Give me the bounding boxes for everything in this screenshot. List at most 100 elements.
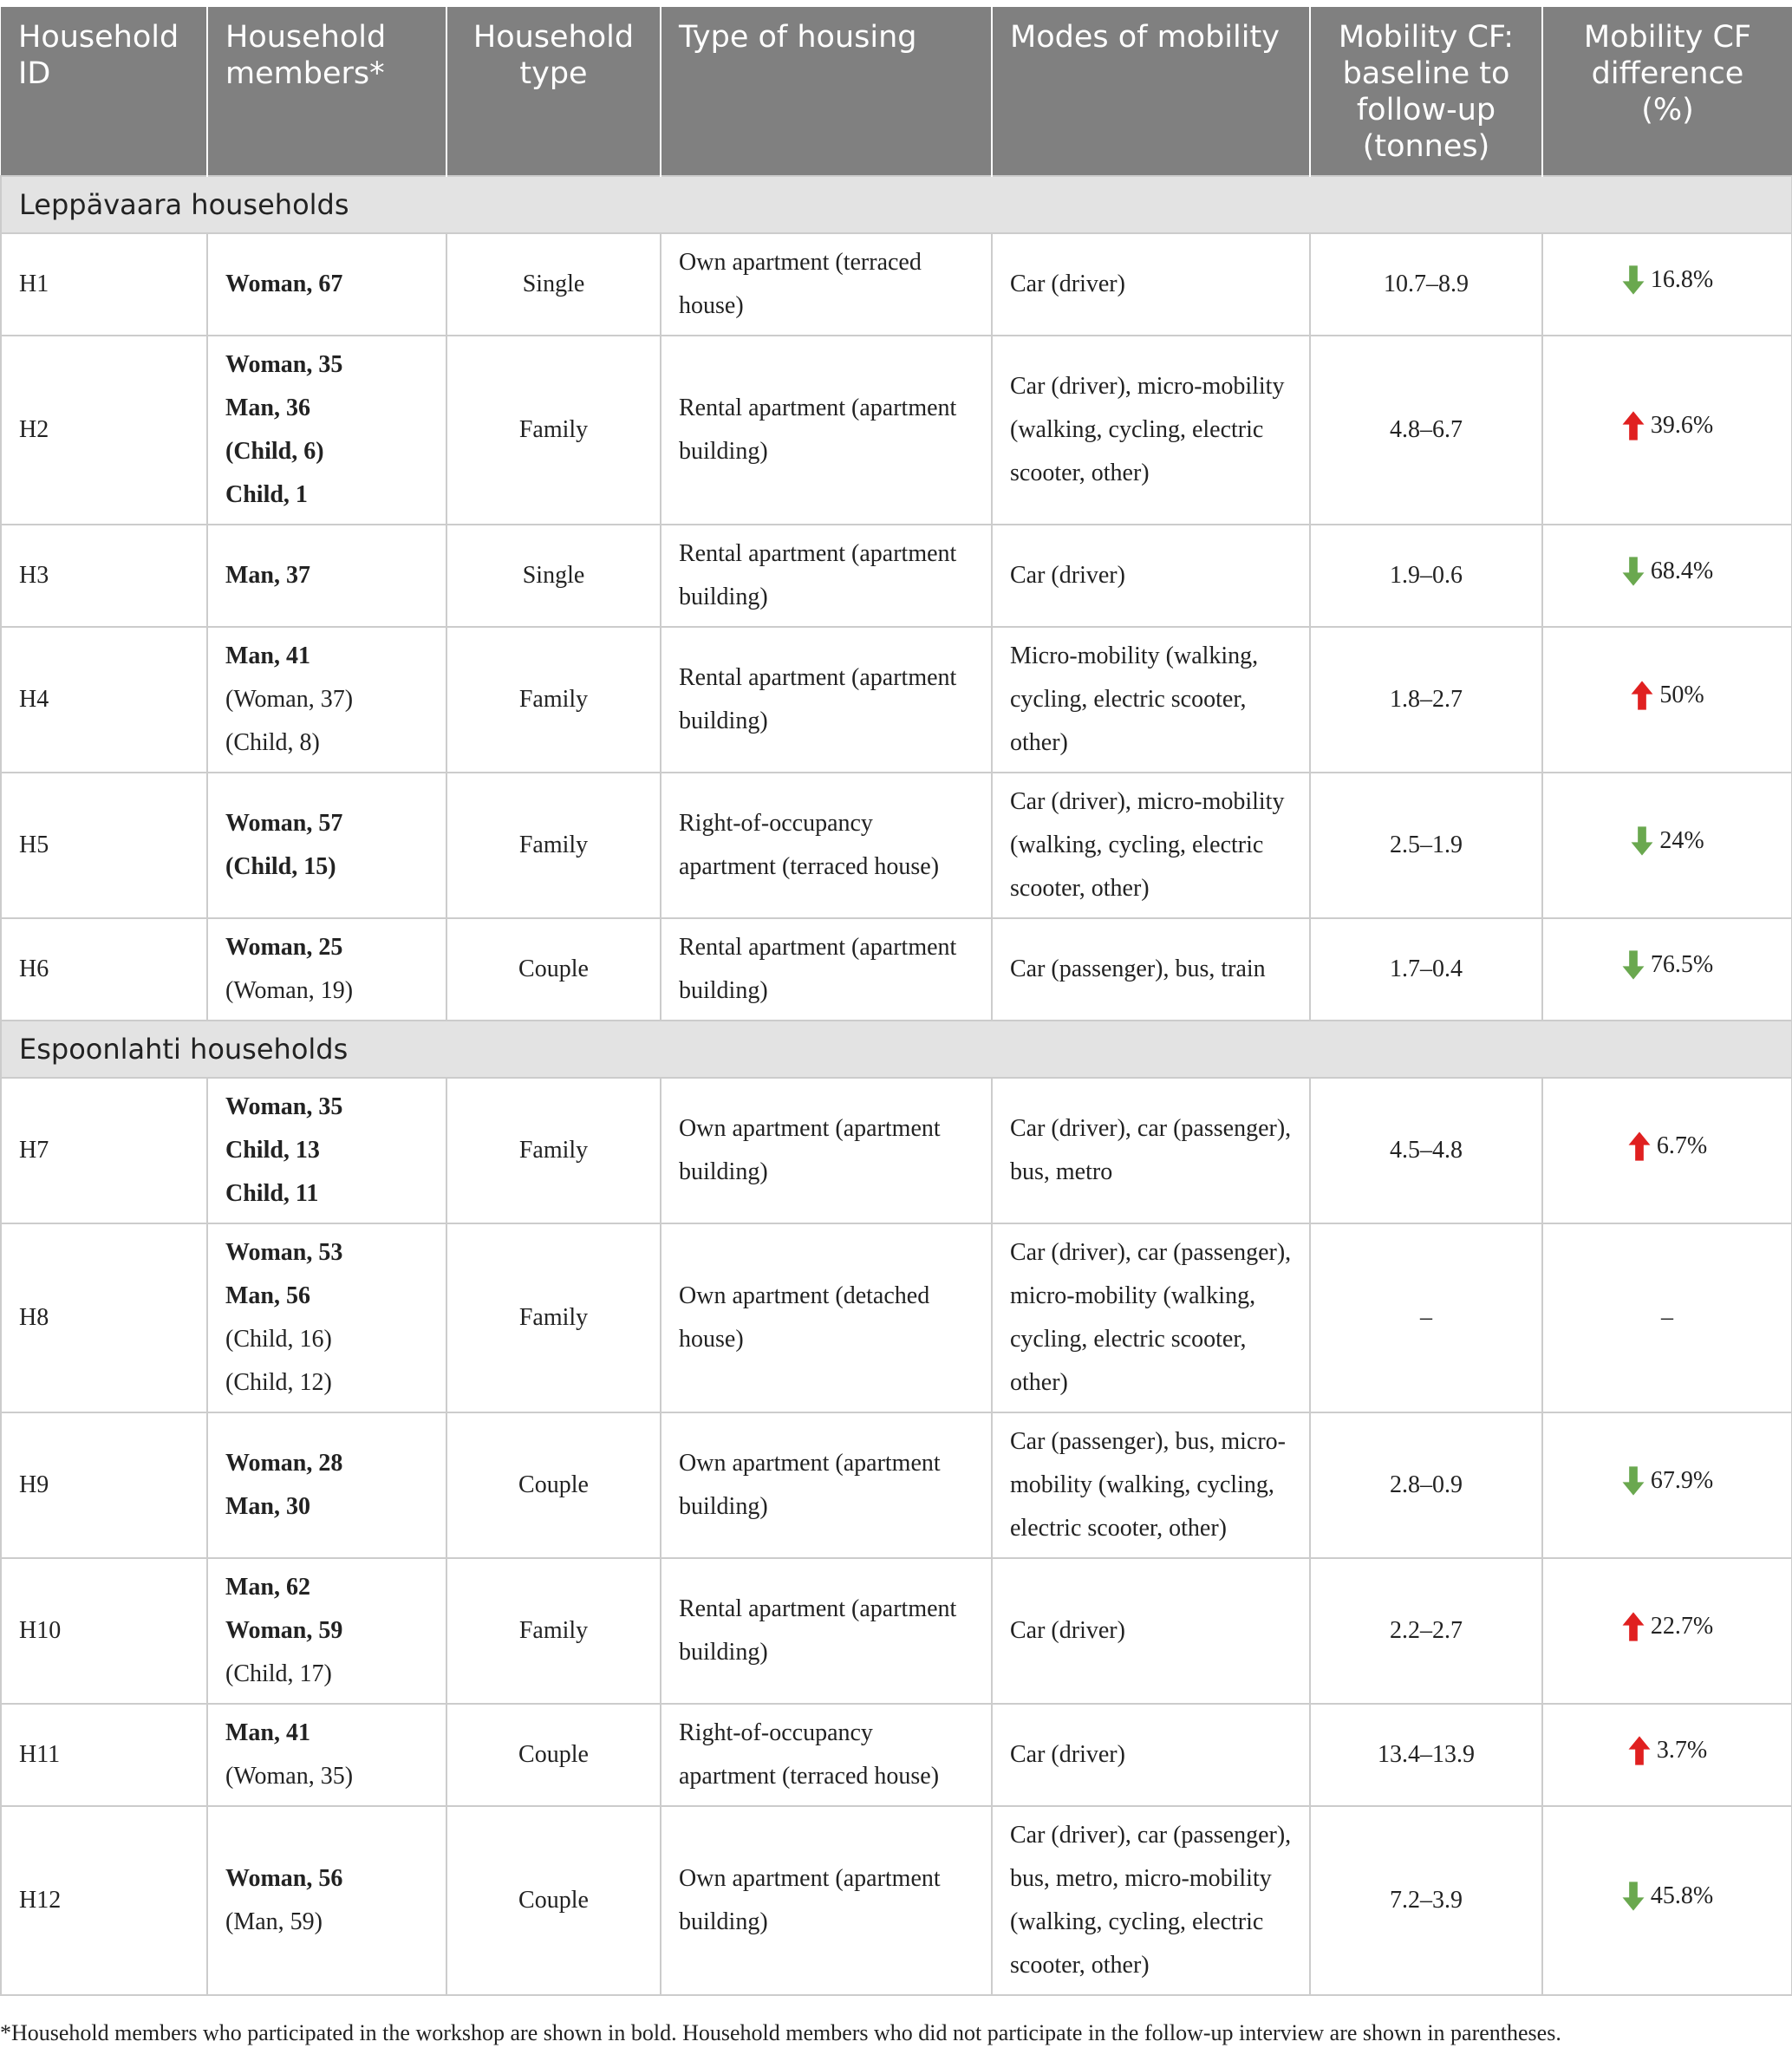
household-members-cell: Woman, 57 (Child, 15) — [207, 772, 447, 918]
difference-text: 76.5% — [1650, 951, 1714, 978]
member-entry: Woman, 57 — [225, 810, 343, 837]
mobility-cf-difference-cell: 22.7% — [1542, 1557, 1792, 1704]
table-row: H2 Woman, 35 Man, 36 (Child, 6) Child, 1 Fami… — [0, 335, 1792, 525]
household-id-cell: H9 — [0, 1412, 208, 1558]
mobility-modes-cell: Car (driver), car (passenger), bus, metr… — [992, 1805, 1311, 1996]
household-id-cell: H8 — [0, 1223, 208, 1412]
mobility-modes-cell: Car (driver) — [992, 1703, 1311, 1806]
difference-text: 68.4% — [1650, 558, 1714, 584]
household-table: Household ID Household members* Househol… — [0, 7, 1792, 1996]
arrow-down-icon — [1631, 826, 1653, 856]
arrow-up-icon — [1622, 1612, 1645, 1641]
household-type-cell: Family — [446, 1223, 661, 1412]
difference-value: 3.7% — [1627, 1729, 1707, 1772]
arrow-down-icon — [1622, 265, 1645, 295]
difference-text: 39.6% — [1650, 412, 1714, 439]
header-mobility-cf-difference: Mobility CF difference (%) — [1542, 7, 1792, 176]
table-row: H4 Man, 41 (Woman, 37) (Child, 8) Family Rent… — [0, 626, 1792, 773]
household-type-cell: Family — [446, 335, 661, 525]
member-entry: Man, 30 — [225, 1493, 310, 1520]
difference-text: 22.7% — [1650, 1613, 1714, 1640]
household-type-cell: Family — [446, 772, 661, 918]
table-body: Leppävaara households H1 Woman, 67 Single Ow… — [0, 175, 1792, 1996]
member-entry: Man, 62 — [225, 1574, 310, 1601]
household-id-cell: H6 — [0, 917, 208, 1021]
header-mobility-cf: Mobility CF: baseline to follow-up (tonn… — [1310, 7, 1543, 176]
household-id-cell: H5 — [0, 772, 208, 918]
section-row: Espoonlahti households — [0, 1020, 1792, 1078]
difference-value: 39.6% — [1621, 404, 1713, 447]
housing-type-cell: Right-of-occupancy apartment (terraced h… — [661, 772, 993, 918]
difference-value: 16.8% — [1621, 258, 1713, 302]
table-row: H12 Woman, 56 (Man, 59) Couple Own apartment… — [0, 1805, 1792, 1996]
household-id-cell: H1 — [0, 232, 208, 336]
mobility-cf-difference-cell: 3.7% — [1542, 1703, 1792, 1806]
member-entry: Woman, 35 — [225, 1093, 343, 1120]
mobility-cf-cell: 4.5–4.8 — [1310, 1077, 1543, 1223]
household-id-cell: H11 — [0, 1703, 208, 1806]
difference-value: 24% — [1630, 819, 1704, 863]
household-type-cell: Family — [446, 1077, 661, 1223]
housing-type-cell: Rental apartment (apartment building) — [661, 917, 993, 1021]
difference-value: 22.7% — [1621, 1605, 1713, 1648]
difference-value: 6.7% — [1627, 1125, 1707, 1168]
difference-value: 76.5% — [1621, 943, 1713, 987]
arrow-down-icon — [1622, 1882, 1645, 1911]
arrow-down-icon — [1622, 1466, 1645, 1496]
member-entry: (Woman, 37) — [225, 686, 354, 713]
household-members-cell: Woman, 35 Man, 36 (Child, 6) Child, 1 — [207, 335, 447, 525]
mobility-cf-cell: 4.8–6.7 — [1310, 335, 1543, 525]
member-entry: (Child, 6) — [225, 438, 324, 465]
household-type-cell: Couple — [446, 1412, 661, 1558]
member-entry: Man, 41 — [225, 1719, 310, 1746]
mobility-modes-cell: Car (passenger), bus, train — [992, 917, 1311, 1021]
member-entry: Woman, 67 — [225, 271, 343, 297]
difference-value: 67.9% — [1621, 1459, 1713, 1503]
mobility-cf-cell: 13.4–13.9 — [1310, 1703, 1543, 1806]
housing-type-cell: Rental apartment (apartment building) — [661, 524, 993, 627]
household-type-cell: Couple — [446, 1805, 661, 1996]
difference-value: 45.8% — [1621, 1875, 1713, 1918]
household-type-cell: Couple — [446, 917, 661, 1021]
table-row: H11 Man, 41 (Woman, 35) Couple Right-of-occu… — [0, 1703, 1792, 1806]
difference-text: 67.9% — [1650, 1467, 1714, 1494]
household-members-cell: Woman, 53 Man, 56 (Child, 16) (Child, 12) — [207, 1223, 447, 1412]
housing-type-cell: Own apartment (detached house) — [661, 1223, 993, 1412]
mobility-modes-cell: Car (driver) — [992, 232, 1311, 336]
household-type-cell: Family — [446, 1557, 661, 1704]
difference-text: 6.7% — [1656, 1132, 1708, 1159]
mobility-cf-cell: 1.7–0.4 — [1310, 917, 1543, 1021]
mobility-cf-cell: 2.8–0.9 — [1310, 1412, 1543, 1558]
section-title: Leppävaara households — [0, 175, 1792, 233]
member-entry: (Child, 12) — [225, 1369, 332, 1396]
household-members-cell: Woman, 35 Child, 13 Child, 11 — [207, 1077, 447, 1223]
member-entry: Woman, 59 — [225, 1617, 343, 1644]
difference-text: 24% — [1659, 827, 1704, 854]
header-row: Household ID Household members* Househol… — [1, 7, 1792, 176]
arrow-down-icon — [1622, 557, 1645, 586]
table-row: H8 Woman, 53 Man, 56 (Child, 16) (Child, 12)… — [0, 1223, 1792, 1412]
household-id-cell: H2 — [0, 335, 208, 525]
section-title: Espoonlahti households — [0, 1020, 1792, 1078]
arrow-up-icon — [1622, 411, 1645, 440]
difference-value: 68.4% — [1621, 550, 1713, 593]
table-row: H5 Woman, 57 (Child, 15) Family Right-of-occ… — [0, 772, 1792, 918]
mobility-cf-difference-cell: 16.8% — [1542, 232, 1792, 336]
section-row: Leppävaara households — [0, 175, 1792, 233]
table-row: H9 Woman, 28 Man, 30 Couple Own apartment (a… — [0, 1412, 1792, 1558]
housing-type-cell: Own apartment (apartment building) — [661, 1077, 993, 1223]
member-entry: (Woman, 19) — [225, 977, 354, 1004]
mobility-cf-difference-cell: 24% — [1542, 772, 1792, 918]
housing-type-cell: Own apartment (apartment building) — [661, 1805, 993, 1996]
housing-type-cell: Rental apartment (apartment building) — [661, 1557, 993, 1704]
member-entry: Woman, 28 — [225, 1450, 343, 1477]
housing-type-cell: Rental apartment (apartment building) — [661, 626, 993, 773]
household-type-cell: Couple — [446, 1703, 661, 1806]
housing-type-cell: Right-of-occupancy apartment (terraced h… — [661, 1703, 993, 1806]
housing-type-cell: Own apartment (apartment building) — [661, 1412, 993, 1558]
mobility-cf-difference-cell: 67.9% — [1542, 1412, 1792, 1558]
header-household-type: Household type — [446, 7, 661, 176]
mobility-cf-difference-cell: 50% — [1542, 626, 1792, 773]
member-entry: (Man, 59) — [225, 1908, 323, 1935]
member-entry: Child, 13 — [225, 1137, 320, 1164]
